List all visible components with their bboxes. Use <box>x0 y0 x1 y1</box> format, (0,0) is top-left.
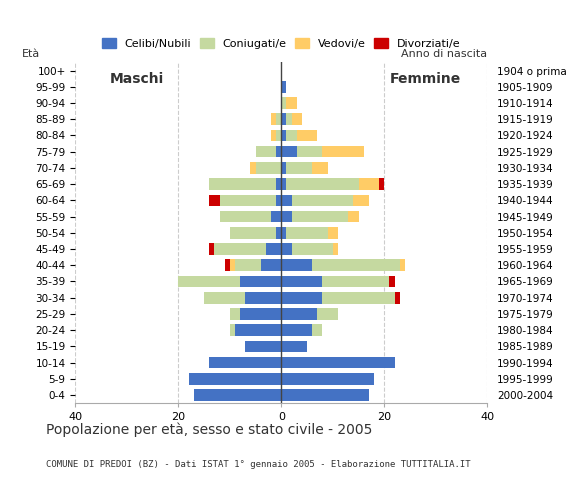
Bar <box>317 308 338 320</box>
Bar <box>251 162 256 174</box>
Bar <box>209 243 215 255</box>
Bar <box>281 276 322 288</box>
Bar <box>281 259 312 271</box>
Bar <box>281 357 394 369</box>
Bar <box>235 324 281 336</box>
Bar <box>219 211 271 222</box>
Bar <box>276 178 281 190</box>
Bar <box>276 227 281 239</box>
Bar <box>400 259 405 271</box>
Bar <box>271 211 281 222</box>
Bar <box>271 130 276 141</box>
Bar <box>230 324 235 336</box>
Bar <box>204 292 245 303</box>
Bar <box>240 276 281 288</box>
Bar <box>194 389 281 401</box>
Text: Età: Età <box>22 49 40 59</box>
Bar <box>281 324 312 336</box>
Text: Maschi: Maschi <box>110 72 164 85</box>
Bar <box>230 227 276 239</box>
Bar <box>215 243 266 255</box>
Bar <box>292 113 302 125</box>
Bar <box>292 211 348 222</box>
Bar <box>256 162 281 174</box>
Bar <box>260 259 281 271</box>
Text: Anno di nascita: Anno di nascita <box>401 49 487 59</box>
Bar <box>281 292 322 303</box>
Bar <box>240 308 281 320</box>
Bar <box>328 227 338 239</box>
Bar <box>322 146 364 157</box>
Bar <box>281 81 287 93</box>
Bar <box>281 308 317 320</box>
Bar <box>348 211 358 222</box>
Bar <box>281 162 287 174</box>
Text: COMUNE DI PREDOI (BZ) - Dati ISTAT 1° gennaio 2005 - Elaborazione TUTTITALIA.IT: COMUNE DI PREDOI (BZ) - Dati ISTAT 1° ge… <box>46 459 471 468</box>
Bar <box>209 194 219 206</box>
Bar <box>266 243 281 255</box>
Bar <box>287 227 328 239</box>
Bar <box>322 292 394 303</box>
Bar <box>287 113 292 125</box>
Bar <box>276 194 281 206</box>
Bar <box>281 340 307 352</box>
Bar <box>287 97 297 109</box>
Bar <box>245 292 281 303</box>
Bar <box>281 113 287 125</box>
Bar <box>276 146 281 157</box>
Bar <box>394 292 400 303</box>
Bar <box>281 146 297 157</box>
Bar <box>281 211 292 222</box>
Bar <box>281 243 292 255</box>
Bar <box>276 113 281 125</box>
Bar <box>297 146 322 157</box>
Legend: Celibi/Nubili, Coniugati/e, Vedovi/e, Divorziati/e: Celibi/Nubili, Coniugati/e, Vedovi/e, Di… <box>98 34 465 53</box>
Bar <box>281 130 287 141</box>
Text: Femmine: Femmine <box>390 72 461 85</box>
Bar <box>245 340 281 352</box>
Bar <box>281 97 287 109</box>
Bar <box>219 194 276 206</box>
Bar <box>178 276 240 288</box>
Bar <box>292 194 353 206</box>
Bar <box>281 389 369 401</box>
Bar <box>358 178 379 190</box>
Bar <box>287 130 297 141</box>
Bar <box>281 178 287 190</box>
Bar <box>287 178 358 190</box>
Bar <box>297 130 317 141</box>
Bar <box>281 194 292 206</box>
Bar <box>209 178 276 190</box>
Bar <box>276 130 281 141</box>
Bar <box>312 259 400 271</box>
Bar <box>235 259 260 271</box>
Bar <box>312 324 322 336</box>
Bar <box>333 243 338 255</box>
Bar <box>292 243 333 255</box>
Bar <box>312 162 328 174</box>
Text: Popolazione per età, sesso e stato civile - 2005: Popolazione per età, sesso e stato civil… <box>46 423 373 437</box>
Bar <box>230 308 240 320</box>
Bar <box>281 373 374 384</box>
Bar <box>287 162 312 174</box>
Bar <box>353 194 369 206</box>
Bar <box>281 227 287 239</box>
Bar <box>271 113 276 125</box>
Bar <box>188 373 281 384</box>
Bar <box>389 276 394 288</box>
Bar <box>230 259 235 271</box>
Bar <box>256 146 276 157</box>
Bar <box>209 357 281 369</box>
Bar <box>224 259 230 271</box>
Bar <box>322 276 389 288</box>
Bar <box>379 178 384 190</box>
